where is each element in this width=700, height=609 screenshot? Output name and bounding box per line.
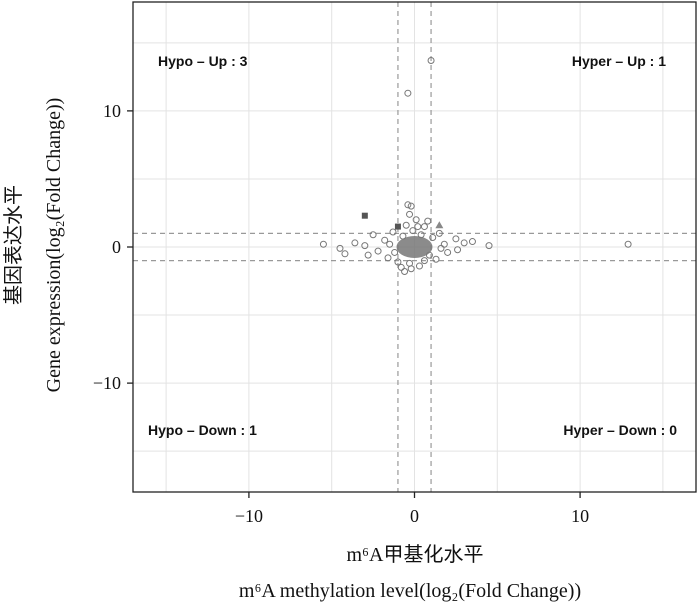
data-point [341,250,349,258]
data-point [452,235,460,243]
quadrant-label-hyper-up: Hyper – Up : 1 [572,53,666,69]
data-point [432,255,440,263]
data-point [468,238,476,246]
data-point [435,229,443,237]
x-tick-label: 0 [410,506,419,526]
dense-point-cluster [396,236,433,258]
data-points [319,57,632,275]
data-point [386,240,394,248]
x-tick-label: −10 [235,506,263,526]
data-point [336,244,344,252]
data-point [420,257,428,265]
data-point [485,242,493,250]
data-point [440,240,448,248]
y-tick-label: 10 [103,101,121,121]
data-point [369,231,377,239]
data-point [424,217,432,225]
data-point [404,201,412,209]
data-point [399,232,407,240]
data-point [402,221,410,229]
data-point [384,254,392,262]
data-point [381,236,389,244]
x-axis-title-en: m⁶A methylation level(log₂(Fold Change)) [239,580,581,602]
data-point [412,216,420,224]
quadrant-label-hypo-down: Hypo – Down : 1 [148,422,257,438]
data-point [420,223,428,231]
data-point [404,89,412,97]
data-point [444,248,452,256]
data-point [406,259,414,267]
x-axis-title-zh: m⁶A甲基化水平 [347,543,484,566]
data-point [397,263,405,271]
data-point [425,251,433,259]
data-point [417,231,425,239]
y-axis-title-en: Gene expression(log₂(Fold Change)) [43,98,65,393]
quadrant-label-hypo-up: Hypo – Up : 3 [158,53,248,69]
data-point-square [361,212,368,219]
data-point [454,246,462,254]
data-point [409,227,417,235]
data-point [406,210,414,218]
data-point [407,202,415,210]
data-point [624,240,632,248]
data-point [391,248,399,256]
data-point [364,251,372,259]
y-axis-title-zh: 基因表达水平 [2,185,25,305]
data-point [437,244,445,252]
data-point [401,268,409,275]
grid-lines [133,2,696,492]
data-point [319,240,327,248]
data-point-square [394,223,401,230]
data-point [429,233,437,241]
data-point [374,247,382,255]
data-point-triangle [435,221,444,229]
x-tick-label: 10 [571,506,589,526]
y-tick-label: −10 [93,373,121,393]
data-point [415,262,423,270]
y-tick-label: 0 [112,237,121,257]
data-point [394,258,402,266]
data-point [389,228,397,236]
data-point [427,57,435,65]
data-point [414,223,422,231]
axis-ticks: −10 0 10 −10 0 10 [93,101,589,526]
data-point [361,242,369,250]
data-point [460,239,468,247]
data-point [351,239,359,247]
quadrant-label-hyper-down: Hyper – Down : 0 [563,422,677,438]
